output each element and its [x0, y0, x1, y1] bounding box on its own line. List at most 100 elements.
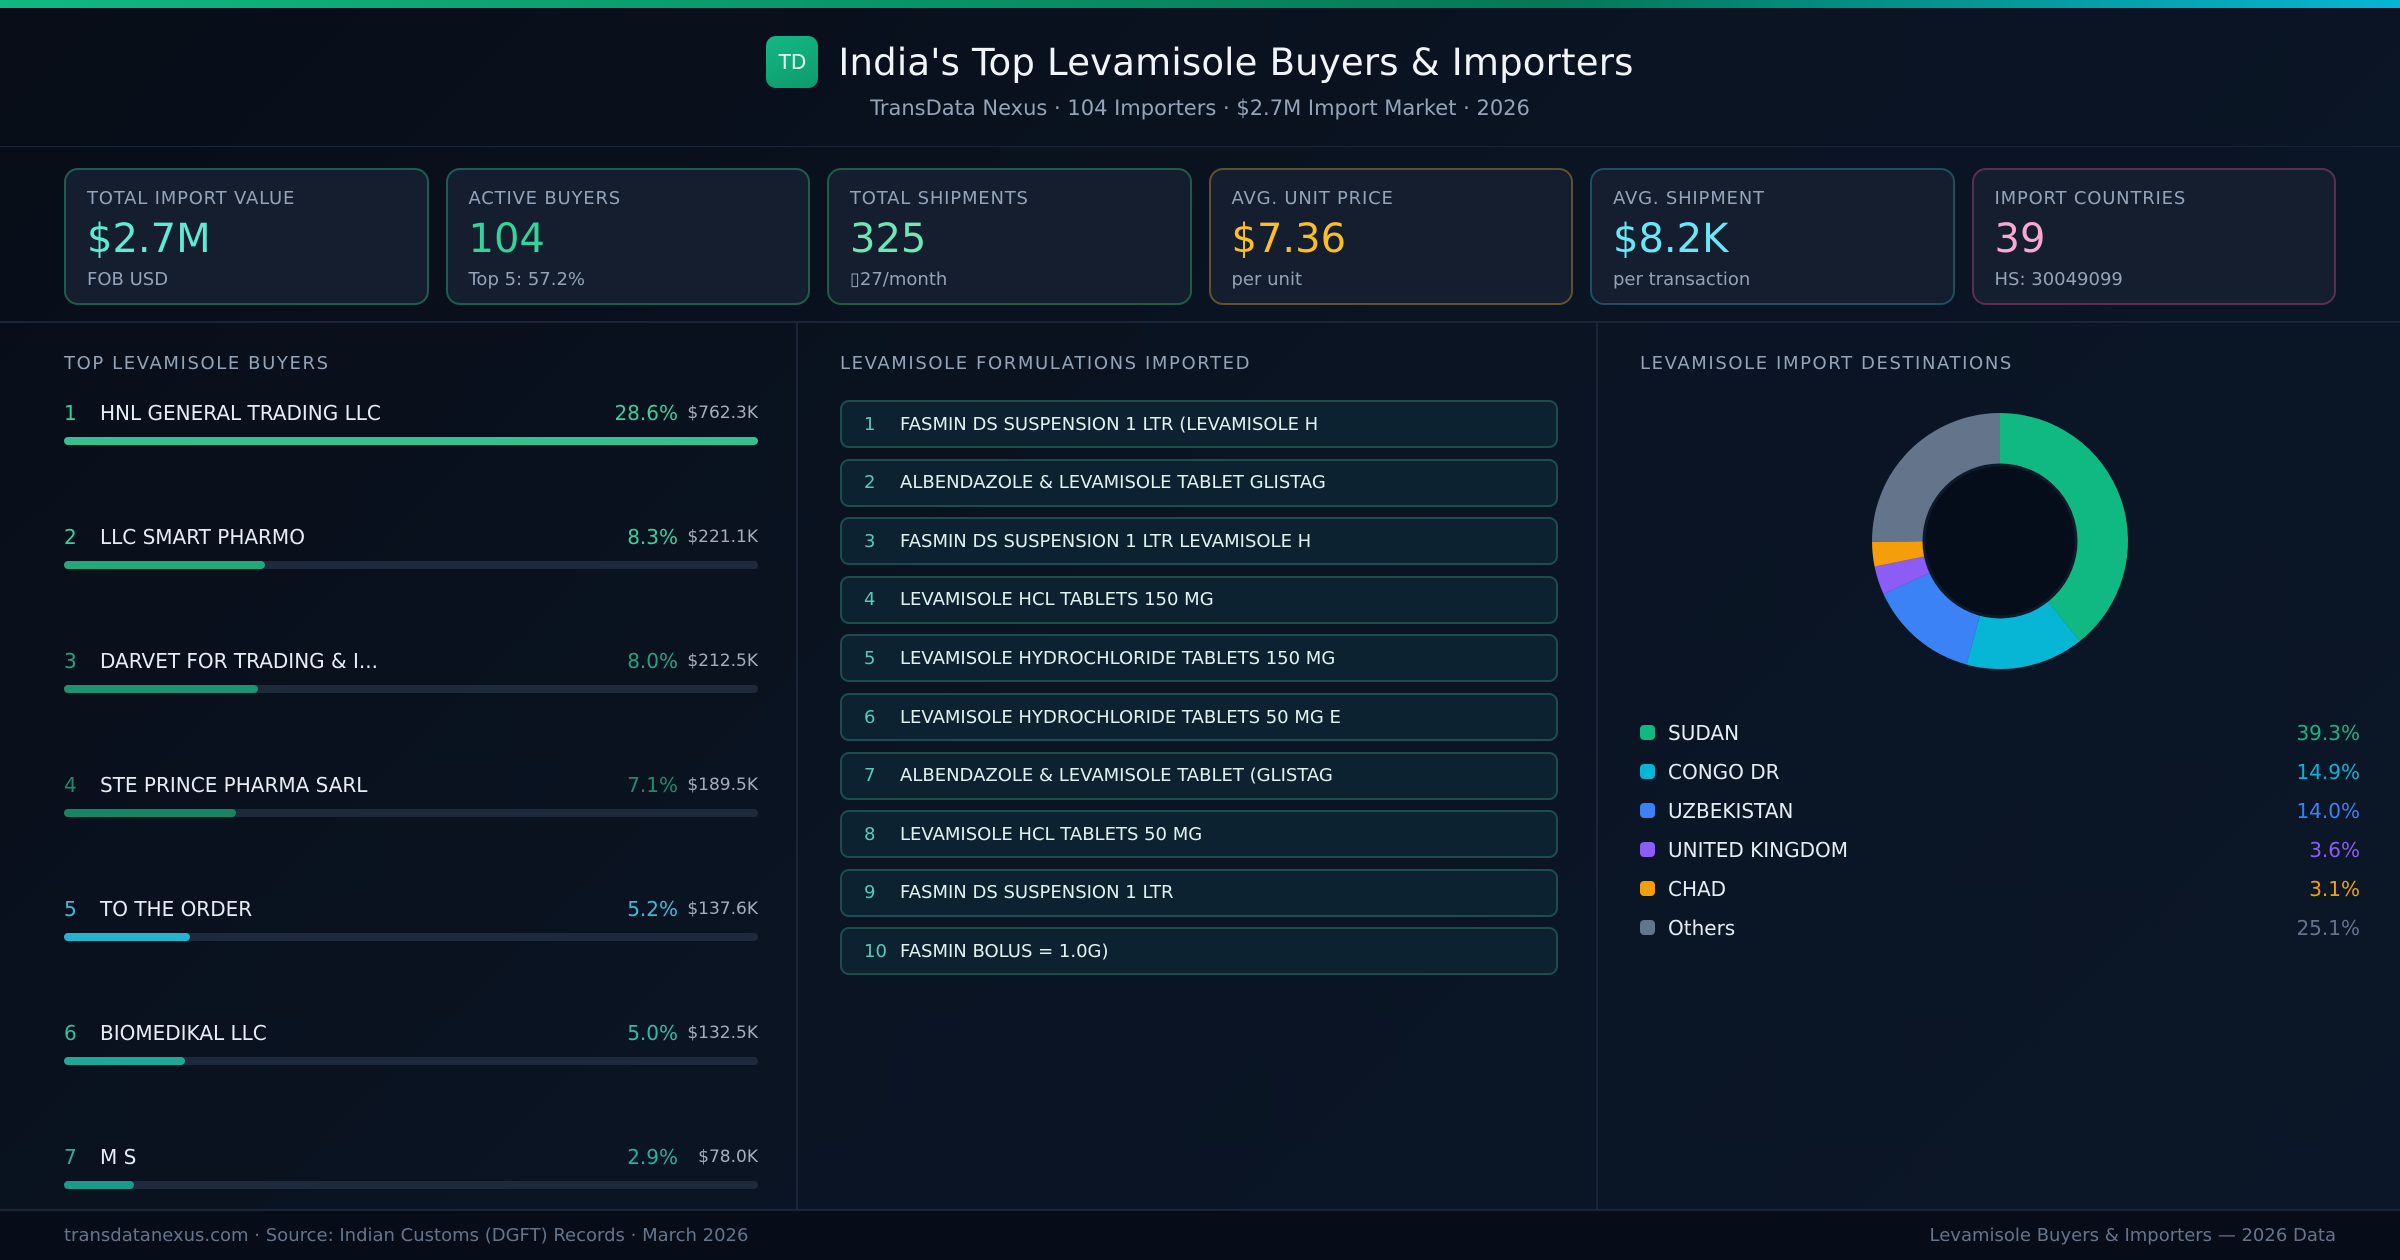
formulation-number: 5 [864, 647, 876, 669]
page-subtitle: TransData Nexus · 104 Importers · $2.7M … [870, 96, 1530, 120]
buyer-name: LLC SMART PHARMO [100, 525, 305, 549]
formulation-item[interactable]: 4 LEVAMISOLE HCL TABLETS 150 MG [840, 575, 1558, 624]
buyer-value: $132.5K [687, 1023, 758, 1043]
kpi-value: $7.36 [1231, 216, 1347, 262]
legend-swatch-icon [1640, 725, 1655, 740]
page-title: India's Top Levamisole Buyers & Importer… [838, 40, 1634, 84]
legend-label: UNITED KINGDOM [1668, 837, 1848, 862]
buyer-name: STE PRINCE PHARMA SARL [100, 773, 368, 797]
buyer-share-bar [64, 1181, 758, 1189]
legend-label: CHAD [1668, 876, 1727, 901]
formulation-number: 4 [864, 589, 876, 611]
buyer-share-bar [64, 561, 758, 569]
buyer-row[interactable]: 6 BIOMEDIKAL LLC 5.0% $132.5K [64, 1021, 758, 1081]
buyer-share: 28.6% [614, 401, 678, 425]
buyer-name: DARVET FOR TRADING & I... [100, 649, 378, 673]
page-header: TD India's Top Levamisole Buyers & Impor… [0, 8, 2400, 147]
legend-percent: 14.9% [2296, 759, 2360, 784]
formulation-item[interactable]: 10 FASMIN BOLUS = 1.0G) [840, 927, 1558, 976]
legend-percent: 39.3% [2296, 720, 2360, 745]
kpi-row: TOTAL IMPORT VALUE $2.7M FOB USD ACTIVE BUY… [64, 168, 2336, 305]
footer-source: transdatanexus.com · Source: Indian Cust… [64, 1225, 749, 1246]
buyer-value: $189.5K [687, 775, 758, 795]
donut-slice-sudan[interactable] [2000, 413, 2128, 642]
donut-legend: SUDAN 39.3% CONGO DR 14.9% UZBEKISTAN 14.0% UN… [1640, 713, 2360, 947]
buyer-rank: 2 [64, 525, 77, 549]
legend-item[interactable]: CONGO DR 14.9% [1640, 752, 2360, 791]
formulation-number: 7 [864, 765, 876, 787]
buyer-row[interactable]: 7 M S 2.9% $78.0K [64, 1145, 758, 1205]
buyer-row[interactable]: 2 LLC SMART PHARMO 8.3% $221.1K [64, 525, 758, 585]
kpi-value: 325 [850, 216, 927, 262]
buyer-share: 8.3% [627, 525, 678, 549]
donut-slice-united-kingdom[interactable] [1874, 556, 1931, 595]
buyer-rank: 1 [64, 401, 77, 425]
legend-item[interactable]: UZBEKISTAN 14.0% [1640, 791, 2360, 830]
formulation-number: 10 [864, 940, 887, 962]
buyer-row[interactable]: 3 DARVET FOR TRADING & I... 8.0% $212.5K [64, 649, 758, 709]
buyer-rank: 7 [64, 1145, 77, 1169]
buyer-value: $762.3K [687, 403, 758, 423]
kpi-card: TOTAL SHIPMENTS 325 ▯27/month [827, 168, 1192, 305]
buyer-share: 2.9% [627, 1145, 678, 1169]
legend-percent: 14.0% [2296, 798, 2360, 823]
kpi-subtext: Top 5: 57.2% [468, 269, 586, 290]
formulation-item[interactable]: 6 LEVAMISOLE HYDROCHLORIDE TABLETS 50 MG … [840, 693, 1558, 741]
formulation-name: FASMIN DS SUSPENSION 1 LTR LEVAMISOLE H [900, 530, 1312, 552]
formulation-item[interactable]: 7 ALBENDAZOLE & LEVAMISOLE TABLET (GLISTA… [840, 751, 1558, 800]
formulation-name: LEVAMISOLE HCL TABLETS 150 MG [900, 589, 1214, 611]
formulation-name: ALBENDAZOLE & LEVAMISOLE TABLET (GLISTAG [900, 765, 1333, 787]
formulation-item[interactable]: 1 FASMIN DS SUSPENSION 1 LTR (LEVAMISOLE … [840, 400, 1558, 448]
formulation-item[interactable]: 9 FASMIN DS SUSPENSION 1 LTR [840, 868, 1558, 917]
buyer-share-bar [64, 685, 758, 693]
buyer-row[interactable]: 4 STE PRINCE PHARMA SARL 7.1% $189.5K [64, 773, 758, 833]
formulation-name: FASMIN BOLUS = 1.0G) [900, 940, 1109, 962]
buyer-rank: 4 [64, 773, 77, 797]
kpi-subtext: HS: 30049099 [1994, 269, 2123, 290]
buyer-share: 8.0% [627, 649, 678, 673]
section-divider [0, 321, 2400, 323]
buyer-row[interactable]: 1 HNL GENERAL TRADING LLC 28.6% $762.3K [64, 401, 758, 461]
legend-swatch-icon [1640, 881, 1655, 896]
buyers-section-title: TOP LEVAMISOLE BUYERS [64, 353, 330, 374]
legend-swatch-icon [1640, 842, 1655, 857]
legend-label: CONGO DR [1668, 759, 1780, 784]
donut-slice-uzbekistan[interactable] [1883, 572, 1981, 665]
destinations-section-title: LEVAMISOLE IMPORT DESTINATIONS [1640, 353, 2013, 374]
legend-item[interactable]: Others 25.1% [1640, 908, 2360, 947]
formulation-name: FASMIN DS SUSPENSION 1 LTR [900, 882, 1174, 904]
formulation-name: LEVAMISOLE HYDROCHLORIDE TABLETS 150 MG [900, 647, 1336, 669]
donut-slice-others[interactable] [1872, 413, 2000, 542]
buyer-share: 5.0% [627, 1021, 678, 1045]
formulation-item[interactable]: 5 LEVAMISOLE HYDROCHLORIDE TABLETS 150 MG [840, 634, 1558, 683]
formulation-number: 1 [864, 413, 876, 435]
buyer-rank: 5 [64, 897, 77, 921]
legend-item[interactable]: UNITED KINGDOM 3.6% [1640, 830, 2360, 869]
legend-label: UZBEKISTAN [1668, 798, 1794, 823]
destinations-panel: LEVAMISOLE IMPORT DESTINATIONS SUDAN 39.3… [1600, 323, 2400, 1209]
buyer-name: BIOMEDIKAL LLC [100, 1021, 267, 1045]
formulation-name: ALBENDAZOLE & LEVAMISOLE TABLET GLISTAG [900, 472, 1326, 494]
buyer-value: $212.5K [687, 651, 758, 671]
formulation-item[interactable]: 8 LEVAMISOLE HCL TABLETS 50 MG [840, 810, 1558, 859]
buyer-share-bar-fill [64, 685, 259, 693]
kpi-card: AVG. SHIPMENT $8.2K per transaction [1590, 168, 1955, 305]
kpi-label: AVG. UNIT PRICE [1231, 188, 1394, 209]
buyer-row[interactable]: 5 TO THE ORDER 5.2% $137.6K [64, 897, 758, 957]
legend-label: Others [1668, 915, 1736, 940]
formulation-name: FASMIN DS SUSPENSION 1 LTR (LEVAMISOLE H [900, 413, 1319, 435]
kpi-card: TOTAL IMPORT VALUE $2.7M FOB USD [64, 168, 429, 305]
formulation-item[interactable]: 3 FASMIN DS SUSPENSION 1 LTR LEVAMISOLE H [840, 517, 1558, 566]
legend-item[interactable]: SUDAN 39.3% [1640, 713, 2360, 752]
legend-item[interactable]: CHAD 3.1% [1640, 869, 2360, 908]
kpi-value: 104 [468, 216, 545, 262]
buyer-share: 7.1% [627, 773, 678, 797]
formulations-section-title: LEVAMISOLE FORMULATIONS IMPORTED [840, 353, 1252, 374]
top-accent-bar [0, 0, 2400, 8]
donut-slice-chad[interactable] [1872, 541, 1926, 567]
legend-percent: 3.1% [2309, 876, 2360, 901]
formulation-item[interactable]: 2 ALBENDAZOLE & LEVAMISOLE TABLET GLISTAG [840, 458, 1558, 507]
legend-swatch-icon [1640, 920, 1655, 935]
formulation-name: LEVAMISOLE HCL TABLETS 50 MG [900, 823, 1203, 845]
buyer-share-bar-fill [64, 1181, 135, 1189]
